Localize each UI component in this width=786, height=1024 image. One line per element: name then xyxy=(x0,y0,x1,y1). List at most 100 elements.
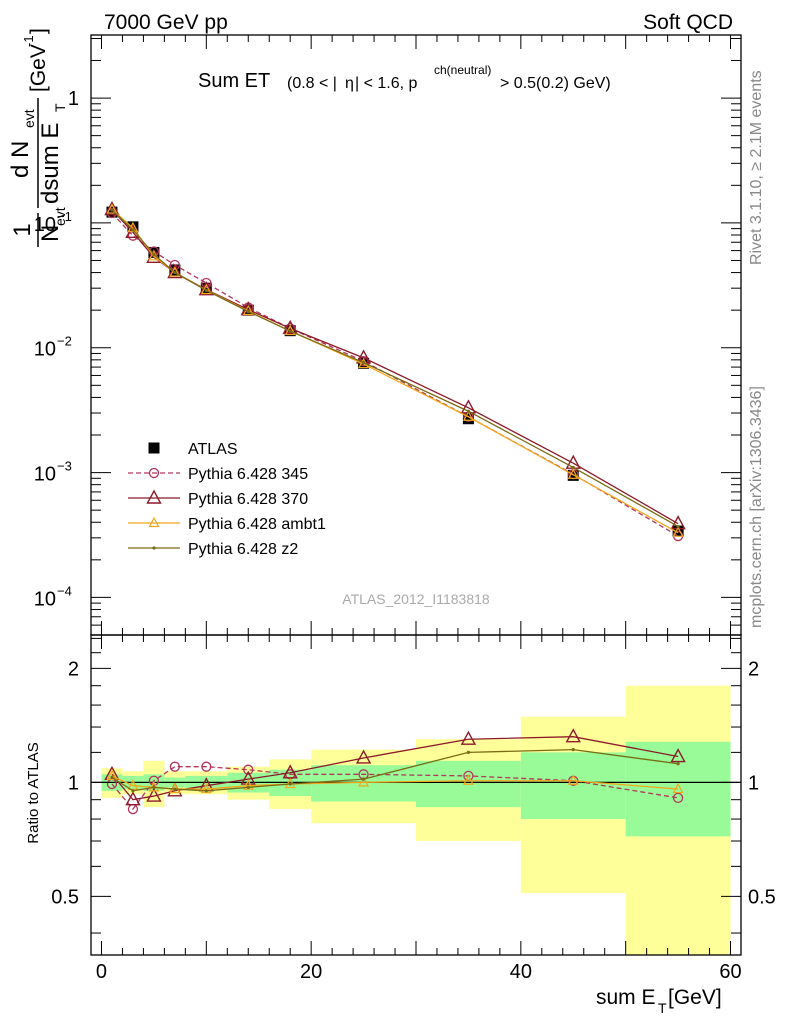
main-pythia-6-428-370-point-6 xyxy=(282,319,298,335)
ratio-pythia-6-428-345-point-10 xyxy=(672,792,684,804)
ratio-pythia-6-428-ambt1-line xyxy=(111,775,679,790)
ratio-pythia-6-428-z2-point-6 xyxy=(288,782,292,786)
ratio-pythia-6-428-z2-point-5 xyxy=(246,785,250,789)
ratio-pythia-6-428-345-point-5 xyxy=(243,764,254,775)
xlabel-sub: T xyxy=(658,1000,667,1016)
x-tick-label-40: 40 xyxy=(510,961,532,983)
main-pythia-6-428-z2-point-9 xyxy=(571,465,575,470)
xlabel-unit: [GeV] xyxy=(668,986,722,1009)
main-atlas-point-1 xyxy=(127,221,139,233)
main-pythia-6-428-345-point-4 xyxy=(201,277,212,289)
main-ylabel: 1 N evt d N evt dsum E T [GeV -1 ] xyxy=(7,28,68,247)
main-pythia-6-428-z2-point-6 xyxy=(288,329,292,333)
legend-marker-atlas xyxy=(148,442,160,454)
legend: ATLAS Pythia 6.428 345 Pythia 6.428 370 Pyt… xyxy=(128,441,326,558)
header-left: 7000 GeV pp xyxy=(104,11,228,34)
ratio-pythia-6-428-345-point-3 xyxy=(169,761,181,772)
ratio-pythia-6-428-370-point-5 xyxy=(240,770,256,785)
ratio-pythia-6-428-z2-point-7 xyxy=(361,777,366,781)
ratio-pythia-6-428-ambt1-point-1 xyxy=(127,779,139,790)
ratio-pythia-6-428-z2-point-3 xyxy=(173,787,177,791)
rivet-label: Rivet 3.1.10, ≥ 2.1M events xyxy=(748,70,765,265)
main-pythia-6-428-ambt1-point-9 xyxy=(567,468,579,479)
ylabel-n-sub: evt xyxy=(52,207,68,226)
ratio-pythia-6-428-ambt1-point-7 xyxy=(358,776,370,787)
ratio-y-tick-label-right-1: 1 xyxy=(748,772,759,794)
xlabel-main: sum E xyxy=(596,986,656,1009)
main-pythia-6-428-ambt1-line xyxy=(111,209,679,534)
ratio-uncertainty-bands xyxy=(91,685,741,955)
ratio-pythia-6-428-z2-point-0 xyxy=(110,775,114,780)
x-tick-label-20: 20 xyxy=(300,961,322,983)
main-pythia-6-428-370-point-3 xyxy=(167,264,183,279)
ratio-pythia-6-428-z2-point-10 xyxy=(676,762,680,766)
main-pythia-6-428-ambt1-point-0 xyxy=(106,203,118,214)
legend-label-pythia-6-428-345: Pythia 6.428 345 xyxy=(188,466,308,483)
ratio-pythia-6-428-z2-point-9 xyxy=(571,748,575,752)
ratio-pythia-6-428-ambt1-point-0 xyxy=(106,769,118,781)
main-y-tick-exp-2: −2 xyxy=(57,334,72,349)
main-pythia-6-428-z2-point-1 xyxy=(131,228,135,232)
legend-label-pythia-6-428-370: Pythia 6.428 370 xyxy=(188,491,308,508)
main-pythia-6-428-z2-point-4 xyxy=(204,288,208,292)
legend-label-atlas: ATLAS xyxy=(188,441,238,458)
main-pythia-6-428-z2-point-7 xyxy=(361,361,366,365)
plot-title-cond-a: (0.8 < | xyxy=(287,75,337,92)
main-y-tick-exp-0: −4 xyxy=(57,583,72,598)
main-pythia-6-428-z2-point-8 xyxy=(466,409,471,413)
main-pythia-6-428-345-point-3 xyxy=(169,259,181,271)
ylabel-dn: d N xyxy=(7,141,34,178)
main-pythia-6-428-z2-point-0 xyxy=(110,208,114,212)
ratio-pythia-6-428-345-line xyxy=(111,766,679,811)
ratio-ylabel: Ratio to ATLAS xyxy=(25,742,42,843)
plot-title-cond-b: | < 1.6, p xyxy=(355,75,418,92)
ratio-pythia-6-428-z2-point-1 xyxy=(131,789,135,793)
main-pythia-6-428-370-line xyxy=(111,209,679,525)
main-y-tick-label-1: 10 xyxy=(34,464,56,486)
legend-marker-pythia-6-428-z2 xyxy=(152,546,156,550)
main-y-tick-label-2: 10 xyxy=(34,339,56,361)
ratio-pythia-6-428-ambt1-point-10 xyxy=(672,782,684,794)
ratio-pythia-6-428-ambt1-point-9 xyxy=(567,774,579,785)
ratio-pythia-6-428-ambt1-point-2 xyxy=(148,781,160,792)
ratio-pythia-6-428-ambt1-point-4 xyxy=(200,782,212,794)
main-pythia-6-428-ambt1-point-10 xyxy=(672,526,684,537)
plot-title-cond-c: > 0.5(0.2) GeV) xyxy=(500,75,611,92)
x-tick-label-0: 0 xyxy=(96,961,107,983)
main-pythia-6-428-370-point-0 xyxy=(104,201,120,216)
ratio-pythia-6-428-370-point-2 xyxy=(146,787,162,802)
main-pythia-6-428-ambt1-point-8 xyxy=(462,410,474,421)
ratio-pythia-6-428-345-point-2 xyxy=(148,775,160,786)
plot-title-main: Sum ET xyxy=(198,70,270,92)
legend-label-pythia-6-428-ambt1: Pythia 6.428 ambt1 xyxy=(188,516,326,533)
ratio-pythia-6-428-370-point-9 xyxy=(565,728,581,743)
legend-label-pythia-6-428-z2: Pythia 6.428 z2 xyxy=(188,541,298,558)
ratio-pythia-6-428-370-point-7 xyxy=(355,749,372,764)
ratio-y-tick-label-right-0.5: 0.5 xyxy=(748,886,776,908)
mcplots-label: mcplots.cern.ch [arXiv:1306.3436] xyxy=(748,386,765,628)
ratio-pythia-6-428-370-point-1 xyxy=(125,791,141,806)
plot-title-eta: η xyxy=(345,75,354,92)
ratio-pythia-6-428-345-point-4 xyxy=(201,761,212,772)
ratio-pythia-6-428-z2-point-4 xyxy=(204,789,208,793)
ratio-y-tick-label-right-2: 2 xyxy=(748,658,759,680)
ratio-pythia-6-428-ambt1-point-5 xyxy=(242,779,254,790)
main-atlas-point-8 xyxy=(462,413,474,425)
main-pythia-6-428-z2-point-2 xyxy=(152,252,156,256)
main-y-tick-label-3: 10 xyxy=(34,214,56,236)
main-pythia-6-428-z2-point-10 xyxy=(676,524,680,529)
plot-title: Sum ET (0.8 < | η | < 1.6, p ch(neutral)… xyxy=(198,63,611,92)
legend-marker-pythia-6-428-370 xyxy=(146,489,162,504)
ratio-y-tick-label-2: 2 xyxy=(68,658,79,680)
header-right: Soft QCD xyxy=(643,11,733,34)
main-atlas-point-4 xyxy=(200,282,212,294)
x-tick-label-60: 60 xyxy=(719,961,741,983)
ylabel-dn-sub: evt xyxy=(21,109,37,128)
ylabel-dsum: dsum E xyxy=(37,123,64,204)
ratio-y-tick-label-1: 1 xyxy=(68,772,79,794)
ratio-pythia-6-428-z2-point-2 xyxy=(152,785,156,789)
main-atlas-point-0 xyxy=(106,206,118,218)
main-y-tick-label-0: 10 xyxy=(34,588,56,610)
